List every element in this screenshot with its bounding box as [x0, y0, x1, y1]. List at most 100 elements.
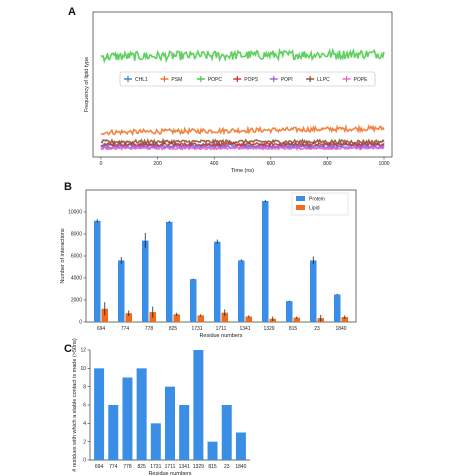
bar-lipid: [341, 317, 348, 322]
legend-box: [291, 192, 349, 216]
bar-lipid: [221, 312, 228, 322]
bar-protein: [334, 294, 341, 322]
bar-protein: [118, 260, 125, 322]
x-tick-label: 825: [169, 326, 178, 332]
x-tick-label: 694: [97, 326, 106, 332]
x-tick-label: 23: [224, 464, 230, 470]
legend-label: POPS: [244, 77, 259, 83]
bar-protein: [214, 241, 221, 322]
legend-label: POPC: [208, 77, 223, 83]
bar: [150, 423, 161, 460]
x-tick-label: 800: [323, 161, 332, 167]
panel-letter-c: C: [64, 343, 72, 355]
x-tick-label: 1840: [235, 464, 246, 470]
x-tick-label: 1000: [378, 161, 389, 167]
bar-protein: [142, 240, 149, 322]
legend-box: [119, 71, 376, 87]
series-line-llpc: [100, 137, 385, 146]
y-tick-label: 6: [83, 403, 86, 409]
x-tick-label: 815: [208, 464, 217, 470]
y-tick-label: 12: [80, 348, 86, 354]
y-tick-label: 4000: [71, 276, 82, 282]
bar-protein: [94, 220, 101, 322]
x-tick-label: 400: [210, 161, 219, 167]
x-tick-label: 825: [137, 464, 146, 470]
x-tick-label: 778: [145, 326, 154, 332]
x-tick-label: 778: [123, 464, 132, 470]
bar-lipid: [245, 316, 252, 322]
x-tick-label: 200: [153, 161, 162, 167]
y-tick-label: 0: [83, 458, 86, 464]
bar-lipid: [125, 313, 132, 322]
bar-protein: [262, 201, 269, 322]
bar-lipid: [197, 315, 204, 322]
x-tick-label: 0: [100, 161, 103, 167]
x-tick-label: 1341: [239, 326, 250, 332]
y-tick-label: 10: [80, 366, 86, 372]
bar: [108, 405, 119, 460]
bar-protein: [190, 279, 197, 322]
bar-protein: [286, 301, 293, 322]
panel-c: C 0 2 4 6 8 10 12 694 774 778 825 1731 1711 1341 1329 81…: [64, 338, 250, 476]
x-tick-label: 774: [109, 464, 118, 470]
bar: [122, 377, 133, 460]
bar-protein: [166, 221, 173, 322]
bar: [235, 432, 246, 460]
x-tick-label: 600: [267, 161, 276, 167]
y-tick-label: 0: [79, 320, 82, 326]
bar: [179, 405, 190, 460]
panel-letter-b: B: [64, 181, 72, 193]
x-tick-label: 1329: [193, 464, 204, 470]
x-tick-label: 815: [289, 326, 298, 332]
x-tick-label: 774: [121, 326, 130, 332]
bar-lipid: [293, 317, 300, 322]
series-line-pope: [100, 145, 385, 151]
x-tick-label: 1731: [150, 464, 161, 470]
series-line-pops: [101, 140, 385, 148]
x-axis-label: Time (ns): [231, 168, 254, 174]
y-tick-label: 8000: [71, 232, 82, 238]
x-tick-label: 694: [95, 464, 104, 470]
y-tick-label: 2000: [71, 298, 82, 304]
legend-label: POPI: [281, 77, 293, 83]
y-axis-label: # residues with which a stable contact i…: [72, 338, 78, 472]
series-line-popc: [100, 47, 385, 64]
bar-protein: [310, 260, 317, 322]
panel-a: A 0 200 400 600 800 1000 Time (ns) Frequency of …: [68, 6, 393, 174]
bar-lipid: [173, 314, 180, 322]
y-tick-label: 6000: [71, 254, 82, 260]
x-tick-label: 1731: [191, 326, 202, 332]
bar: [207, 441, 218, 460]
x-axis-label: Residue numbers: [148, 471, 191, 476]
legend-label: LLPC: [317, 77, 330, 83]
bar: [94, 368, 105, 460]
x-tick-label: 1840: [335, 326, 346, 332]
y-tick-label: 8: [83, 384, 86, 390]
x-tick-label: 1329: [263, 326, 274, 332]
y-axis-label: Number of interactions: [60, 228, 66, 284]
legend-label: POPE: [354, 77, 369, 83]
x-axis-label: Residue numbers: [199, 333, 242, 339]
legend-label: CHL1: [135, 77, 148, 83]
legend-swatch: [296, 196, 305, 201]
legend-label: Lipid: [309, 206, 320, 212]
bar: [221, 405, 232, 460]
panel-b: B 0 2000 4000 6000 8000 10000 694 774 778 825 1731 1…: [60, 181, 357, 339]
x-tick-label: 23: [314, 326, 320, 332]
bar-protein: [238, 260, 245, 322]
legend-label: Protein: [309, 197, 325, 203]
y-tick-label: 10000: [68, 210, 82, 216]
y-tick-label: 2: [83, 439, 86, 445]
y-axis-label: Frequency of lipid type: [84, 57, 90, 112]
y-tick-label: 4: [83, 421, 86, 427]
legend-swatch: [296, 205, 305, 210]
legend-label: PSM: [171, 77, 182, 83]
bar: [136, 368, 147, 460]
panel-a-frame: [92, 11, 393, 158]
x-tick-label: 1711: [165, 464, 176, 470]
bar: [165, 386, 175, 460]
x-tick-label: 1711: [216, 326, 227, 332]
series-line-psm: [100, 123, 385, 137]
